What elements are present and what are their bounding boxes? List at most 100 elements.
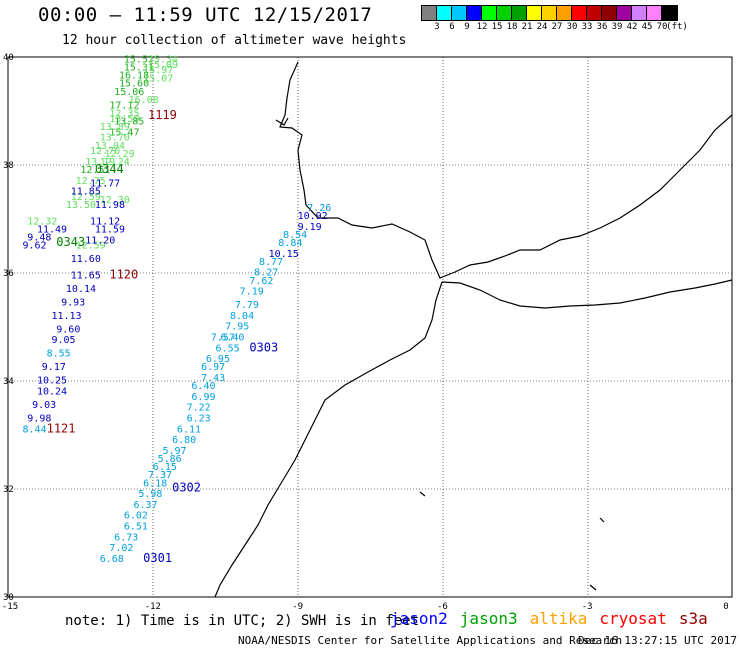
wave-height-value: 7.57 (211, 333, 235, 344)
color-scale-label: 3 (434, 22, 440, 32)
pass-time-label: 1119 (148, 108, 177, 122)
pass-time-label: 1120 (109, 267, 138, 281)
wave-height-value: 7.37 (148, 470, 172, 481)
wave-height-value: 13.85 (114, 117, 144, 128)
pass-time-label: 0344 (95, 162, 124, 176)
wave-height-value: 6.11 (177, 424, 201, 435)
color-swatch (542, 6, 557, 20)
wave-height-value: 6.37 (133, 500, 157, 511)
color-scale-label: 24 (536, 22, 548, 32)
color-swatch (617, 6, 632, 20)
wave-height-value: 12.24 (100, 157, 130, 168)
longitude-label: 0 (723, 602, 728, 612)
wave-height-value: 12.59 (71, 192, 101, 203)
wave-height-value: 9.03 (32, 400, 56, 411)
wave-height-value: 12.51 (80, 165, 110, 176)
wave-height-value: 7.79 (235, 300, 259, 311)
longitude-label: -12 (145, 602, 161, 612)
legend-cryosat: cryosat (599, 609, 667, 628)
wave-height-value: 11.77 (90, 179, 120, 190)
legend-jason3: jason3 (459, 609, 518, 628)
color-swatch (632, 6, 647, 20)
color-swatch (602, 6, 617, 20)
wave-height-value: 9.48 (27, 233, 51, 244)
longitude-label: -9 (292, 602, 303, 612)
wave-height-value: 15.34 (148, 54, 178, 65)
latitude-label: 30 (3, 593, 14, 603)
wave-height-value: 6.99 (191, 392, 215, 403)
wave-height-value: 7.22 (187, 403, 211, 414)
color-scale-label: 12 (476, 22, 488, 32)
wave-height-value: 11.60 (71, 254, 101, 265)
map-grid (8, 57, 732, 597)
page-subtitle: 12 hour collection of altimeter wave hei… (62, 33, 407, 48)
wave-height-value: 9.17 (42, 362, 66, 373)
wave-height-value: 6.23 (187, 414, 211, 425)
color-scale-label: (ft) (666, 22, 688, 32)
color-scale-label: 39 (611, 22, 623, 32)
wave-height-value: 8.27 (254, 268, 278, 279)
wave-height-value: 15.60 (119, 79, 149, 90)
wave-height-value: 7.19 (240, 287, 264, 298)
wave-height-value: 12.32 (27, 216, 57, 227)
wave-height-value: 10.15 (269, 249, 299, 260)
color-swatch (422, 6, 437, 20)
wave-height-value: 8.77 (259, 257, 283, 268)
color-swatch (662, 6, 677, 20)
wave-height-value: 6.80 (172, 435, 196, 446)
wave-height-value: 7.26 (307, 203, 331, 214)
wave-height-value: 6.55 (216, 343, 240, 354)
color-swatch (572, 6, 587, 20)
latitude-label: 34 (3, 377, 14, 387)
wave-height-value: 15.09 (148, 60, 178, 71)
wave-height-value: 15.07 (143, 73, 173, 84)
latitude-label: 36 (3, 269, 14, 279)
wave-height-value: 11.20 (85, 235, 115, 246)
wave-height-value: 10.24 (37, 387, 67, 398)
longitude-label: -15 (2, 602, 18, 612)
wave-height-value: 7.02 (109, 543, 133, 554)
color-scale-label: 45 (641, 22, 653, 32)
satellite-legend: jason2 jason3 altika cryosat s3a (390, 609, 720, 628)
coastline (214, 61, 733, 598)
color-scale-label: 6 (449, 22, 455, 32)
wave-height-value: 15.31 (124, 63, 154, 74)
wave-height-value: 13.70 (100, 133, 130, 144)
color-scale-label: 18 (506, 22, 518, 32)
legend-jason2: jason2 (390, 609, 448, 628)
color-scale-label: 30 (566, 22, 578, 32)
wave-height-value: 12.29 (105, 149, 135, 160)
longitude-labels: -15 -12 -9 -6 -3 0 (2, 602, 729, 612)
wave-height-value: 13.19 (85, 157, 115, 168)
wave-height-value: 16.08 (129, 95, 159, 106)
latitude-label: 38 (3, 161, 14, 171)
wave-height-value: 6.95 (206, 354, 230, 365)
pass-time-label: 0343 (56, 235, 85, 249)
map-frame (7, 56, 733, 598)
wave-height-value: 7.62 (249, 276, 273, 287)
wave-height-value: 8.04 (230, 311, 254, 322)
wave-height-value: 13.50 (66, 200, 96, 211)
wave-height-value: 8.84 (278, 238, 302, 249)
wave-height-value: 11.65 (71, 270, 101, 281)
legend-altika: altika (529, 609, 588, 628)
wave-height-value: 16.18 (119, 71, 149, 82)
longitude-label: -6 (437, 602, 448, 612)
wave-height-value: 9.05 (51, 335, 75, 346)
wave-height-value: 7.43 (201, 373, 225, 384)
wave-height-value: 15.06 (114, 87, 144, 98)
wave-height-value: 6.68 (100, 554, 124, 565)
wave-height-value: 7.95 (225, 322, 249, 333)
wave-height-value: 9.93 (61, 297, 85, 308)
wave-height-value: 11.85 (71, 187, 101, 198)
color-scale-label: 21 (521, 22, 533, 32)
wave-height-value: 9.19 (298, 222, 322, 233)
wave-height-value: 10.25 (37, 376, 67, 387)
credit-text: NOAA/NESDIS Center for Satellite Applica… (238, 634, 623, 647)
color-scale-label: 70 (656, 22, 668, 32)
wave-height-value: 11.98 (95, 200, 125, 211)
wave-height-value: 6.73 (114, 532, 138, 543)
pass-time-label: 0303 (249, 340, 278, 354)
color-swatch (647, 6, 662, 20)
